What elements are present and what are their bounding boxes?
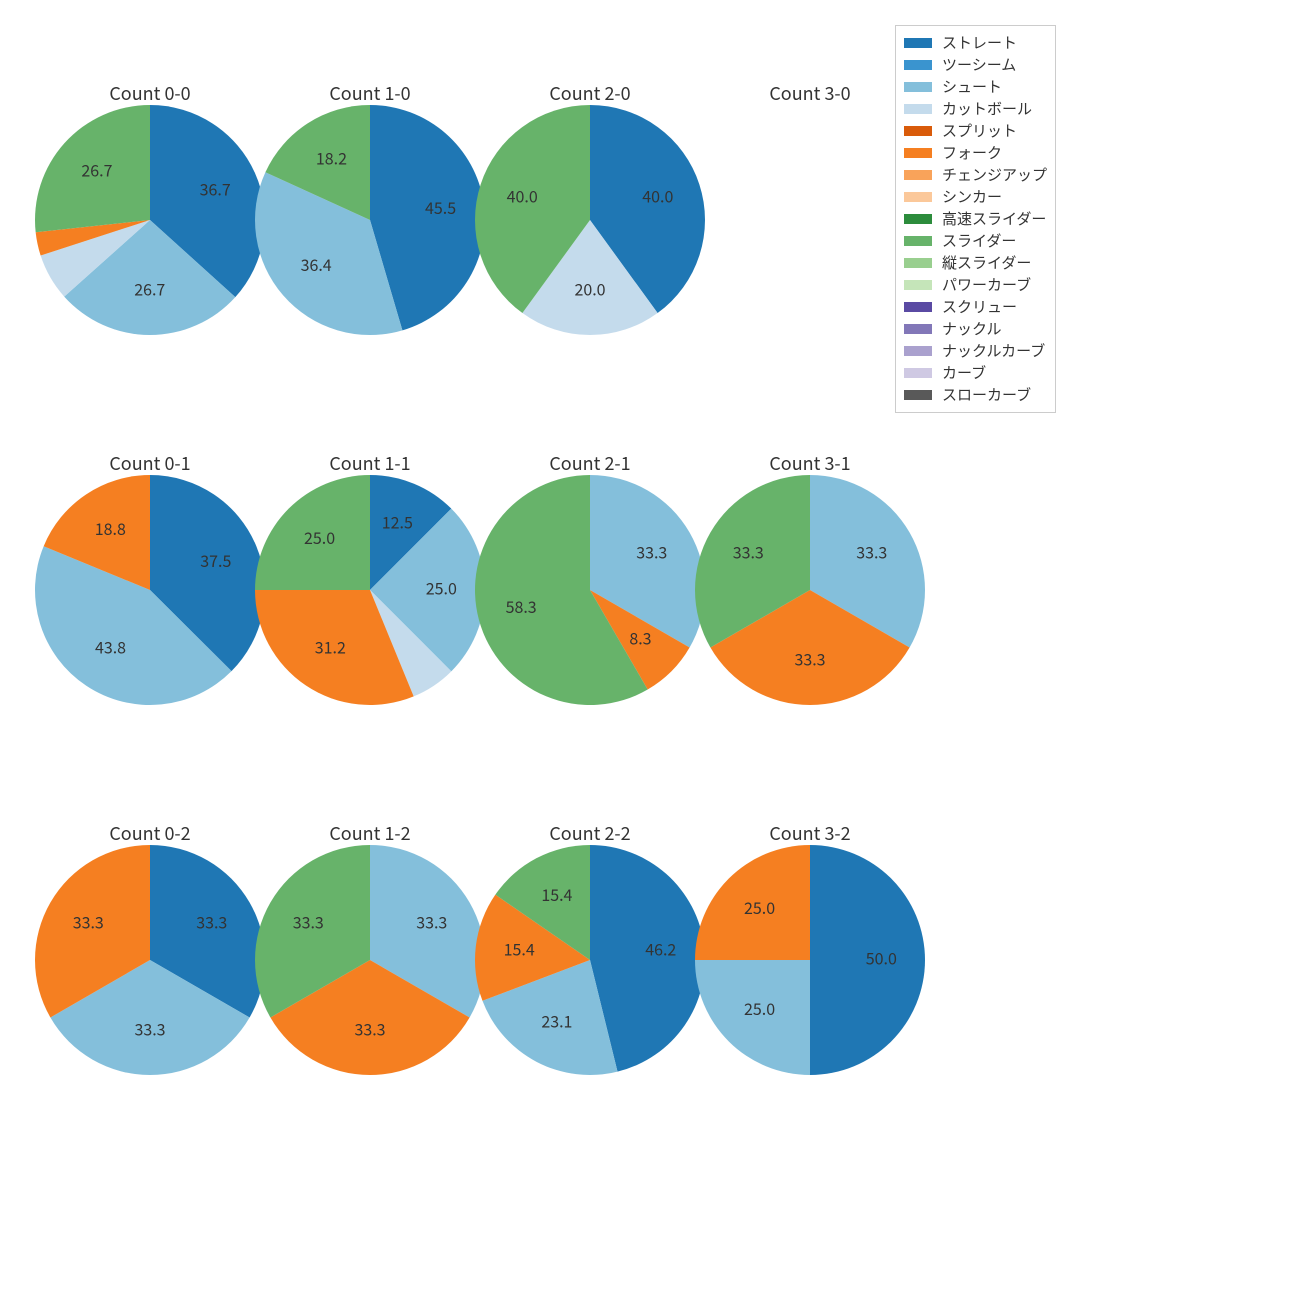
slice-label-fork: 33.3: [794, 647, 825, 671]
legend-item-screw: スクリュー: [904, 296, 1047, 318]
slice-label-straight: 45.5: [425, 195, 456, 219]
slice-label-slider: 25.0: [304, 525, 335, 549]
slice-label-shoot: 33.3: [134, 1017, 165, 1041]
legend-label-split: スプリット: [942, 120, 1017, 142]
slice-label-cutball: 20.0: [574, 277, 605, 301]
slice-label-shoot: 43.8: [95, 635, 126, 659]
slice-label-shoot: 23.1: [541, 1008, 572, 1032]
legend-label-shoot: シュート: [942, 76, 1002, 98]
legend-item-hs_slider: 高速スライダー: [904, 208, 1047, 230]
slice-label-fork: 8.3: [629, 626, 651, 650]
legend-item-knuckle: ナックル: [904, 318, 1047, 340]
slice-label-fork: 33.3: [73, 910, 104, 934]
legend-label-two_seam: ツーシーム: [942, 54, 1016, 76]
legend-label-slow_curve: スローカーブ: [942, 384, 1031, 406]
legend-swatch-v_slider: [904, 258, 932, 268]
slice-label-fork: 25.0: [744, 895, 775, 919]
legend-swatch-knuckle_curve: [904, 346, 932, 356]
slice-label-slider: 18.2: [316, 145, 347, 169]
legend-swatch-power_curve: [904, 280, 932, 290]
legend-swatch-fork: [904, 148, 932, 158]
legend-label-cutball: カットボール: [942, 98, 1032, 120]
slice-label-shoot: 33.3: [416, 910, 447, 934]
chart-root: Count 0-036.726.726.7Count 1-045.536.418…: [0, 0, 1300, 1300]
legend-swatch-shoot: [904, 82, 932, 92]
legend-swatch-screw: [904, 302, 932, 312]
slice-label-slider: 58.3: [506, 594, 537, 618]
legend-label-straight: ストレート: [942, 32, 1017, 54]
slice-label-shoot: 26.7: [134, 277, 165, 301]
legend-item-two_seam: ツーシーム: [904, 54, 1047, 76]
legend-item-split: スプリット: [904, 120, 1047, 142]
slice-label-straight: 37.5: [200, 548, 231, 572]
legend-item-slow_curve: スローカーブ: [904, 384, 1047, 406]
legend-label-power_curve: パワーカーブ: [942, 274, 1031, 296]
legend-swatch-knuckle: [904, 324, 932, 334]
slice-label-slider: 40.0: [507, 183, 538, 207]
slice-label-slider: 33.3: [293, 910, 324, 934]
slice-label-fork: 15.4: [504, 937, 535, 961]
legend-swatch-slow_curve: [904, 390, 932, 400]
slice-label-straight: 50.0: [866, 945, 897, 969]
slice-label-straight: 36.7: [200, 176, 231, 200]
slice-label-shoot: 25.0: [426, 575, 457, 599]
legend-swatch-hs_slider: [904, 214, 932, 224]
legend-label-screw: スクリュー: [942, 296, 1017, 318]
pie-holder-c31: 33.3 33.3 33.3: [675, 455, 945, 730]
legend: ストレートツーシームシュートカットボールスプリットフォークチェンジアップシンカー…: [895, 25, 1056, 413]
slice-label-straight: 40.0: [642, 183, 673, 207]
legend-swatch-changeup: [904, 170, 932, 180]
slice-label-straight: 33.3: [196, 910, 227, 934]
legend-label-hs_slider: 高速スライダー: [942, 208, 1046, 230]
legend-item-shoot: シュート: [904, 76, 1047, 98]
slice-label-shoot: 25.0: [744, 996, 775, 1020]
legend-item-knuckle_curve: ナックルカーブ: [904, 340, 1047, 362]
legend-item-v_slider: 縦スライダー: [904, 252, 1047, 274]
legend-swatch-sinker: [904, 192, 932, 202]
legend-item-fork: フォーク: [904, 142, 1047, 164]
legend-swatch-two_seam: [904, 60, 932, 70]
legend-swatch-cutball: [904, 104, 932, 114]
legend-swatch-straight: [904, 38, 932, 48]
slice-label-straight: 46.2: [645, 937, 676, 961]
legend-label-v_slider: 縦スライダー: [942, 252, 1031, 274]
legend-item-changeup: チェンジアップ: [904, 164, 1047, 186]
slice-label-fork: 31.2: [315, 635, 346, 659]
slice-label-shoot: 36.4: [301, 252, 332, 276]
legend-label-fork: フォーク: [942, 142, 1002, 164]
legend-swatch-split: [904, 126, 932, 136]
legend-swatch-slider: [904, 236, 932, 246]
legend-label-slider: スライダー: [942, 230, 1016, 252]
legend-item-sinker: シンカー: [904, 186, 1047, 208]
legend-swatch-curve: [904, 368, 932, 378]
slice-label-shoot: 33.3: [856, 540, 887, 564]
slice-label-slider: 33.3: [733, 540, 764, 564]
legend-label-changeup: チェンジアップ: [942, 164, 1047, 186]
legend-item-slider: スライダー: [904, 230, 1047, 252]
slice-label-fork: 33.3: [354, 1017, 385, 1041]
legend-label-knuckle: ナックル: [942, 318, 1002, 340]
slice-label-straight: 12.5: [382, 509, 413, 533]
pie-c31: 33.3 33.3 33.3: [675, 455, 945, 725]
legend-label-curve: カーブ: [942, 362, 986, 384]
pie-holder-c32: 50.0 25.0 25.0: [675, 825, 945, 1100]
slice-label-fork: 18.8: [95, 516, 126, 540]
slice-label-shoot: 33.3: [636, 540, 667, 564]
slice-label-slider: 26.7: [81, 158, 112, 182]
slice-label-slider: 15.4: [541, 882, 572, 906]
legend-label-sinker: シンカー: [942, 186, 1002, 208]
legend-label-knuckle_curve: ナックルカーブ: [942, 340, 1045, 362]
pie-c32: 50.0 25.0 25.0: [675, 825, 945, 1095]
legend-item-cutball: カットボール: [904, 98, 1047, 120]
legend-item-curve: カーブ: [904, 362, 1047, 384]
legend-item-straight: ストレート: [904, 32, 1047, 54]
legend-item-power_curve: パワーカーブ: [904, 274, 1047, 296]
